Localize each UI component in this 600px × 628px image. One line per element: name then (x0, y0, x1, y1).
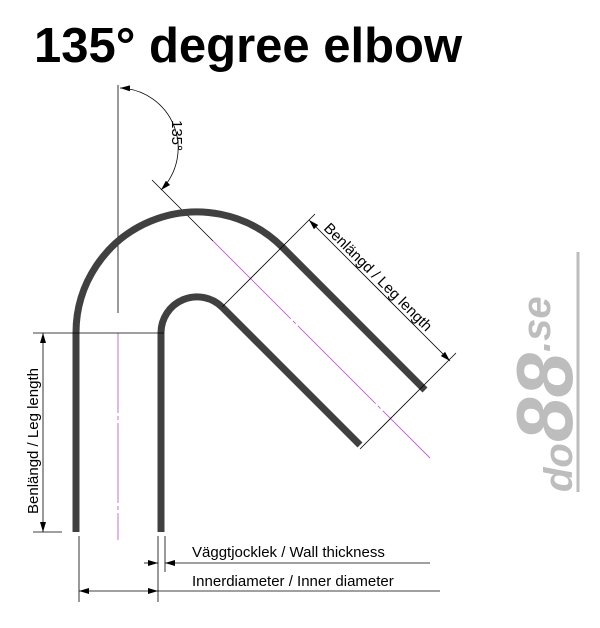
leg-length-diagonal-dimension (308, 219, 451, 362)
logo-text-digits: 88 (500, 353, 589, 442)
diagram-title: 135° degree elbow (34, 19, 463, 73)
angle-arc (119, 85, 179, 191)
wall-thickness-label: Väggtjocklek / Wall thickness (192, 544, 385, 561)
logo-text-main: do (537, 443, 581, 492)
extension-line (359, 352, 457, 450)
pipe-elbow (72, 208, 428, 532)
do88-logo: do 88 .se (500, 252, 589, 492)
angle-label: 135° (168, 120, 185, 151)
logo-text-suffix: .se (515, 296, 559, 352)
diagonal-centerline (212, 240, 431, 459)
inner-diameter-label: Innerdiameter / Inner diameter (192, 573, 394, 590)
extension-line (221, 213, 316, 308)
leg-length-vertical-label: Benlängd / Leg length (25, 368, 42, 514)
leg-length-diagonal-label: Benlängd / Leg length (320, 220, 435, 335)
